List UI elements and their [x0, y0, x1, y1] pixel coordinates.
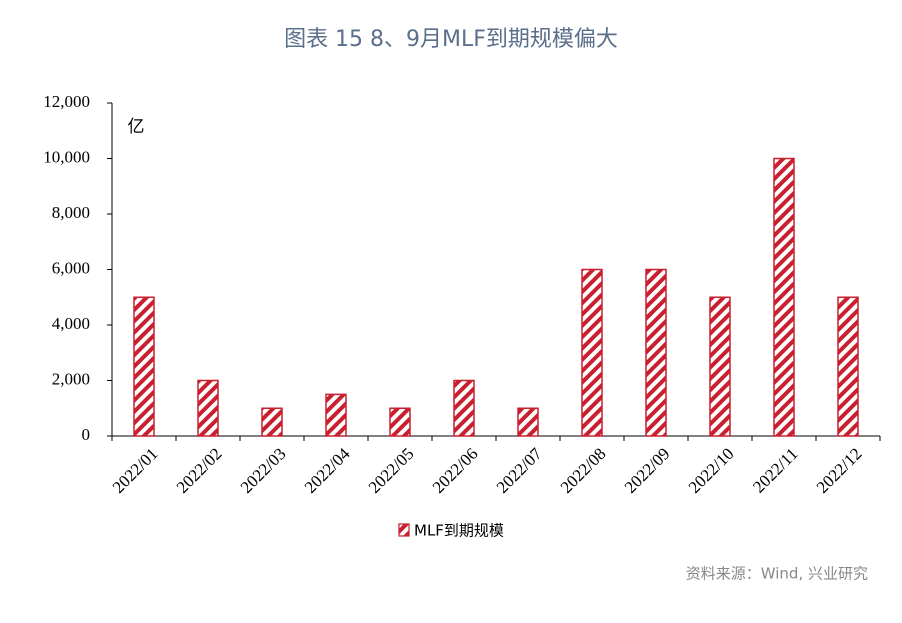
bar	[517, 407, 539, 437]
y-tick-label: 4,000	[52, 314, 90, 333]
bar	[389, 407, 411, 437]
x-tick-label: 2022/12	[813, 444, 866, 497]
bar	[837, 296, 859, 437]
bar	[261, 407, 283, 437]
x-tick-label: 2022/07	[493, 444, 546, 497]
legend-swatch	[398, 523, 410, 537]
bar	[133, 296, 155, 437]
x-tick-label: 2022/09	[621, 444, 674, 497]
bar	[709, 296, 731, 437]
y-tick-label: 10,000	[43, 147, 90, 166]
x-tick-label: 2022/10	[685, 444, 738, 497]
y-tick-label: 6,000	[52, 258, 90, 277]
x-tick-label: 2022/04	[301, 444, 354, 497]
bar	[453, 379, 475, 437]
y-tick-label: 2,000	[52, 369, 90, 388]
x-tick-label: 2022/06	[429, 444, 482, 497]
chart-title: 图表 15 8、9月MLF到期规模偏大	[284, 27, 618, 52]
y-tick-label: 8,000	[52, 203, 90, 222]
x-tick-label: 2022/11	[749, 444, 801, 496]
y-tick-label: 12,000	[43, 92, 90, 111]
bar	[197, 379, 219, 437]
bar	[645, 268, 667, 437]
unit-label: 亿	[128, 117, 145, 136]
x-tick-label: 2022/03	[237, 444, 290, 497]
x-tick-label: 2022/01	[109, 444, 162, 497]
bar	[325, 393, 347, 437]
x-tick-label: 2022/05	[365, 444, 418, 497]
bar	[773, 157, 795, 437]
bar	[581, 268, 603, 437]
legend-label: MLF到期规模	[414, 522, 504, 540]
x-tick-label: 2022/08	[557, 444, 610, 497]
y-tick-label: 0	[82, 425, 91, 444]
source-note: 资料来源：Wind, 兴业研究	[686, 565, 868, 583]
x-tick-label: 2022/02	[173, 444, 226, 497]
